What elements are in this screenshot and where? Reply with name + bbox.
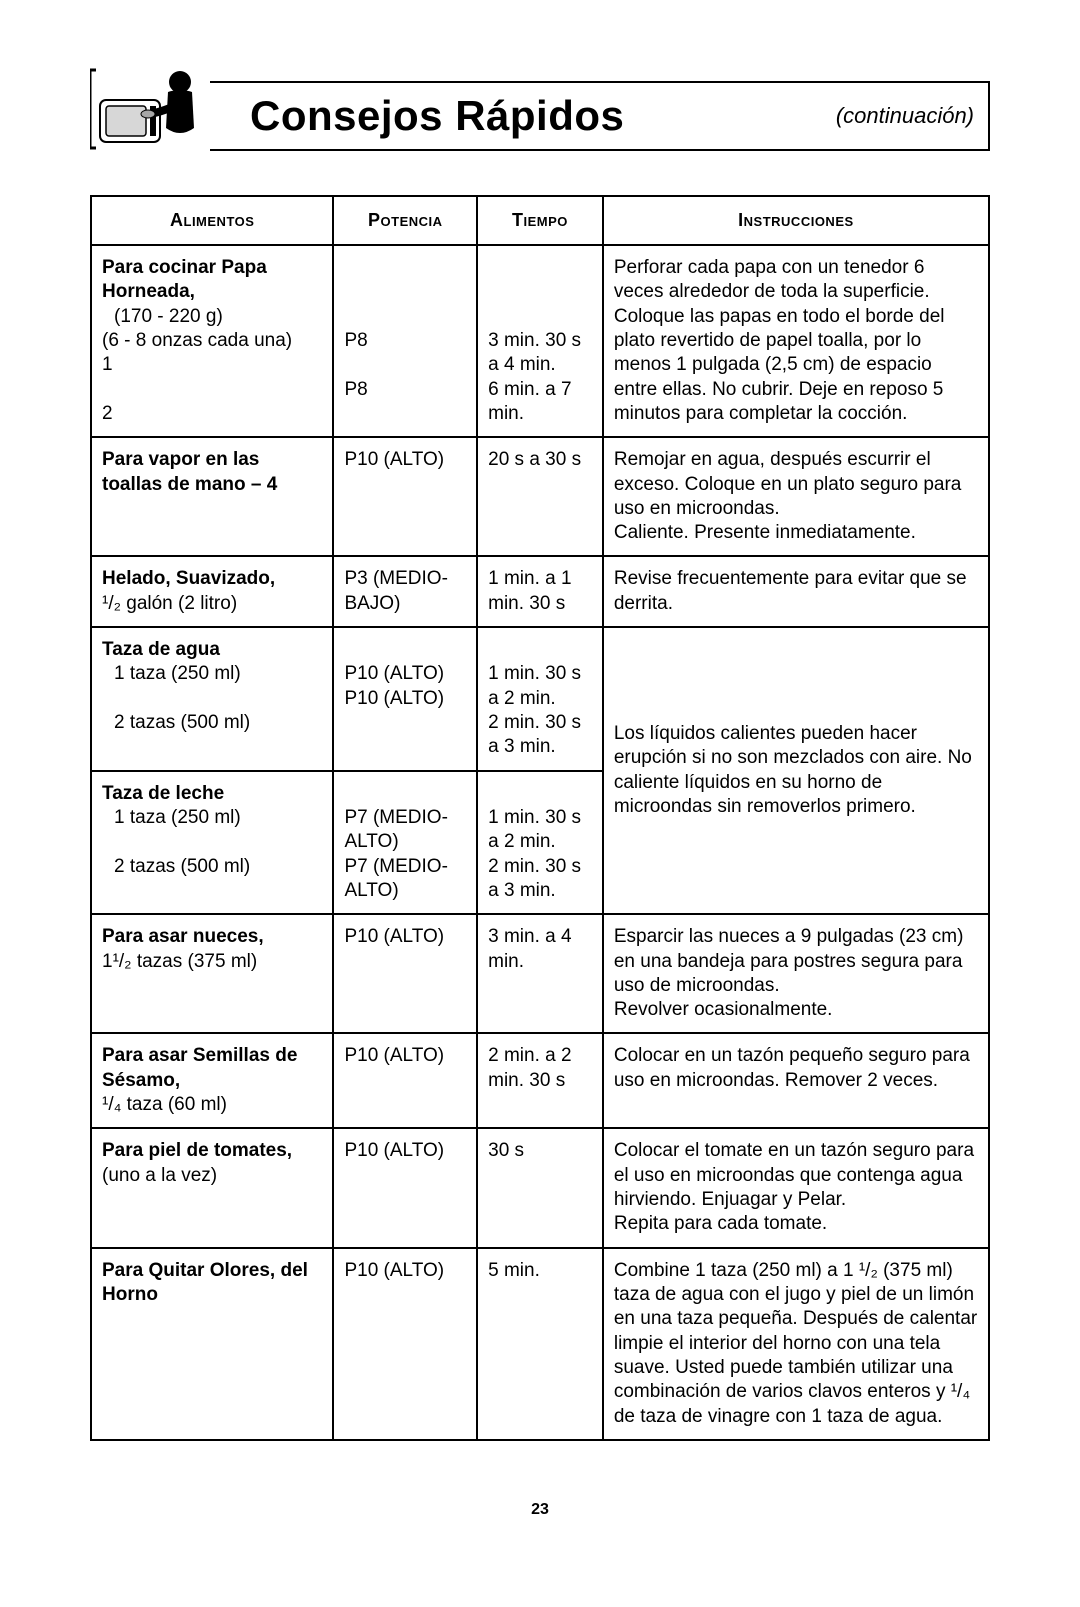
cell-time: 3 min. 30 s a 4 min. 6 min. a 7 min.	[477, 245, 603, 437]
cell-time: 1 min. a 1 min. 30 s	[477, 556, 603, 627]
cell-power: P3 (MEDIO-BAJO)	[333, 556, 477, 627]
cell-food: Para piel de tomates, (uno a la vez)	[91, 1128, 333, 1247]
title-bar: Consejos Rápidos (continuación)	[210, 81, 990, 151]
cell-time: 1 min. 30 s a 2 min. 2 min. 30 s a 3 min…	[477, 771, 603, 915]
row-nuts: Para asar nueces, 1¹/₂ tazas (375 ml) P1…	[91, 914, 989, 1033]
cell-power: P10 (ALTO)	[333, 1128, 477, 1247]
cell-instr: Esparcir las nueces a 9 pulgadas (23 cm)…	[603, 914, 989, 1033]
cell-power: P10 (ALTO)	[333, 1033, 477, 1128]
cell-food: Para cocinar Papa Horneada, (170 - 220 g…	[91, 245, 333, 437]
cooking-tips-table: Alimentos Potencia Tiempo Instrucciones …	[90, 195, 990, 1441]
page-title: Consejos Rápidos	[250, 92, 624, 140]
cell-instr: Colocar en un tazón pequeño seguro para …	[603, 1033, 989, 1128]
page-number: 23	[90, 1501, 990, 1519]
col-header-time: Tiempo	[477, 196, 603, 245]
cell-food: Para asar nueces, 1¹/₂ tazas (375 ml)	[91, 914, 333, 1033]
cell-instr: Perforar cada papa con un tenedor 6 vece…	[603, 245, 989, 437]
row-tomato: Para piel de tomates, (uno a la vez) P10…	[91, 1128, 989, 1247]
cell-food: Taza de leche 1 taza (250 ml) 2 tazas (5…	[91, 771, 333, 915]
row-towels: Para vapor en las toallas de mano – 4 P1…	[91, 437, 989, 556]
row-potato: Para cocinar Papa Horneada, (170 - 220 g…	[91, 245, 989, 437]
cell-time: 20 s a 30 s	[477, 437, 603, 556]
cell-instr: Colocar el tomate en un tazón seguro par…	[603, 1128, 989, 1247]
cell-food: Para asar Semillas de Sésamo, ¹/₄ taza (…	[91, 1033, 333, 1128]
cell-power: P10 (ALTO) P10 (ALTO)	[333, 627, 477, 771]
col-header-instructions: Instrucciones	[603, 196, 989, 245]
cell-time: 1 min. 30 s a 2 min. 2 min. 30 s a 3 min…	[477, 627, 603, 771]
table-header-row: Alimentos Potencia Tiempo Instrucciones	[91, 196, 989, 245]
cell-power: P10 (ALTO)	[333, 437, 477, 556]
header: Consejos Rápidos (continuación)	[90, 60, 990, 155]
cell-time: 30 s	[477, 1128, 603, 1247]
cell-instr: Combine 1 taza (250 ml) a 1 ¹/₂ (375 ml)…	[603, 1248, 989, 1440]
cell-food: Para vapor en las toallas de mano – 4	[91, 437, 333, 556]
row-odor: Para Quitar Olores, del Horno P10 (ALTO)…	[91, 1248, 989, 1440]
page-subtitle: (continuación)	[836, 103, 974, 129]
col-header-food: Alimentos	[91, 196, 333, 245]
cell-time: 2 min. a 2 min. 30 s	[477, 1033, 603, 1128]
cell-power: P10 (ALTO)	[333, 1248, 477, 1440]
cell-time: 3 min. a 4 min.	[477, 914, 603, 1033]
cell-instr-liquids: Los líquidos calientes pueden hacer erup…	[603, 627, 989, 914]
person-microwave-icon	[90, 60, 210, 155]
cell-instr: Remojar en agua, después escurrir el exc…	[603, 437, 989, 556]
cell-power: P10 (ALTO)	[333, 914, 477, 1033]
row-sesame: Para asar Semillas de Sésamo, ¹/₄ taza (…	[91, 1033, 989, 1128]
cell-food: Taza de agua 1 taza (250 ml) 2 tazas (50…	[91, 627, 333, 771]
cell-food: Para Quitar Olores, del Horno	[91, 1248, 333, 1440]
cell-instr: Revise frecuentemente para evitar que se…	[603, 556, 989, 627]
cell-power: P7 (MEDIO-ALTO) P7 (MEDIO-ALTO)	[333, 771, 477, 915]
cell-time: 5 min.	[477, 1248, 603, 1440]
row-icecream: Helado, Suavizado, ¹/₂ galón (2 litro) P…	[91, 556, 989, 627]
cell-power: P8 P8	[333, 245, 477, 437]
col-header-power: Potencia	[333, 196, 477, 245]
cell-food: Helado, Suavizado, ¹/₂ galón (2 litro)	[91, 556, 333, 627]
page: Consejos Rápidos (continuación) Alimento…	[0, 0, 1080, 1559]
row-water: Taza de agua 1 taza (250 ml) 2 tazas (50…	[91, 627, 989, 771]
